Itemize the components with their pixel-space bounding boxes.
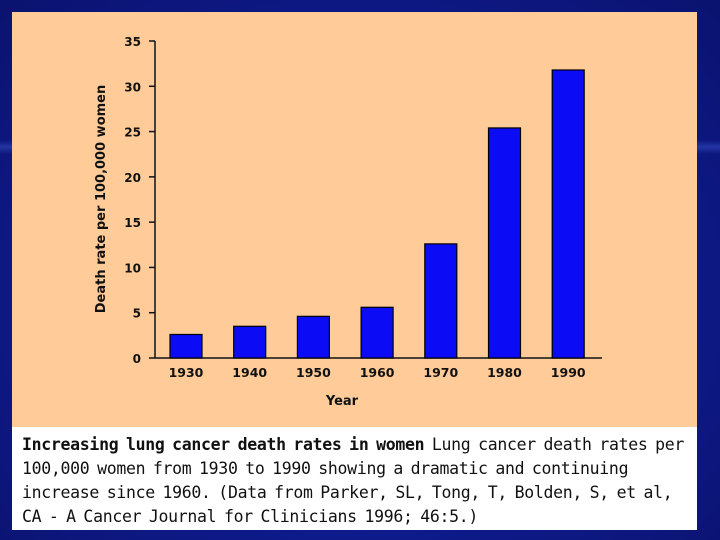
- x-axis: 1930 1940 1950 1960 1970 1980 1990: [155, 357, 602, 380]
- figure-caption: Increasing lung cancer death rates in wo…: [22, 433, 690, 529]
- bars: [169, 69, 585, 359]
- y-tick-label: 30: [124, 80, 141, 94]
- x-tick-label: 1930: [169, 365, 204, 380]
- x-tick-label: 1960: [360, 365, 395, 380]
- x-tick-label: 1950: [296, 365, 331, 380]
- y-tick-label: 25: [124, 126, 141, 140]
- chart-panel: 0 5 10 15 20 25 30 35 1930 1940 1950 1960 1970 1980 1…: [12, 12, 697, 427]
- y-tick-label: 15: [124, 216, 141, 230]
- x-tick-label: 1980: [487, 365, 522, 380]
- x-tick-label: 1990: [551, 365, 586, 380]
- y-tick-label: 10: [124, 261, 141, 275]
- y-tick-label: 35: [124, 35, 141, 49]
- caption-panel: Increasing lung cancer death rates in wo…: [12, 427, 697, 530]
- bar-1990: [551, 69, 585, 359]
- caption-lead: Increasing lung cancer death rates in wo…: [22, 435, 425, 454]
- bar-1950: [296, 315, 330, 359]
- bar-1940: [233, 325, 267, 359]
- x-tick-label: 1940: [232, 365, 267, 380]
- bar-1960: [360, 306, 394, 359]
- bar-1980: [487, 127, 522, 359]
- y-axis: 0 5 10 15 20 25 30 35: [124, 35, 156, 366]
- y-tick-label: 20: [124, 171, 141, 185]
- y-tick-label: 0: [133, 352, 141, 366]
- bar-1970: [424, 243, 458, 359]
- caption-body: Lung cancer death rates per 100,000 wome…: [22, 435, 685, 526]
- x-axis-label: Year: [325, 394, 359, 409]
- y-tick-label: 5: [133, 307, 141, 321]
- y-axis-label: Death rate per 100,000 women: [94, 85, 109, 313]
- x-tick-label: 1970: [423, 365, 458, 380]
- bar-1930: [169, 333, 203, 359]
